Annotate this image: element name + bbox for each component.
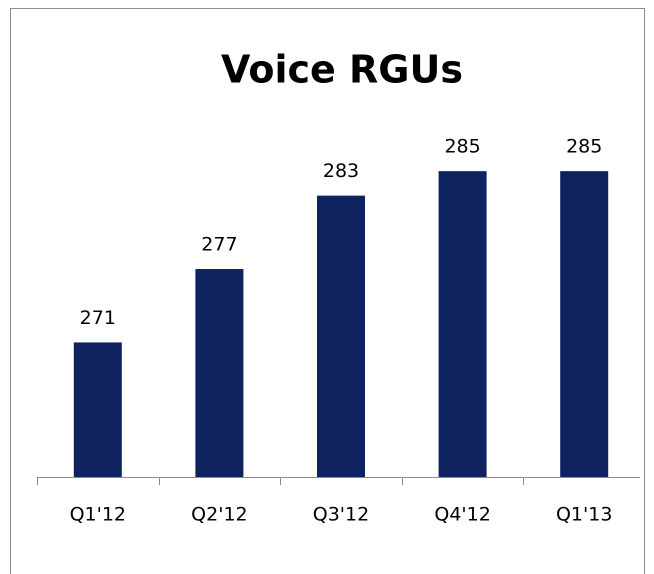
x-tick-label: Q3'12 <box>313 504 369 526</box>
data-label: 283 <box>323 160 359 182</box>
x-tick-label: Q1'13 <box>556 504 612 526</box>
chart-title: Voice RGUs <box>221 48 463 92</box>
data-label: 277 <box>201 234 237 256</box>
bar <box>195 269 244 477</box>
bar <box>560 171 609 477</box>
bar <box>73 342 122 477</box>
data-label: 271 <box>80 307 116 329</box>
x-tick-label: Q1'12 <box>70 504 126 526</box>
x-tick-label: Q2'12 <box>191 504 247 526</box>
bar <box>317 195 365 477</box>
data-label: 285 <box>444 136 480 158</box>
bar <box>438 171 487 477</box>
data-label: 285 <box>566 136 602 158</box>
x-tick-label: Q4'12 <box>434 504 490 526</box>
